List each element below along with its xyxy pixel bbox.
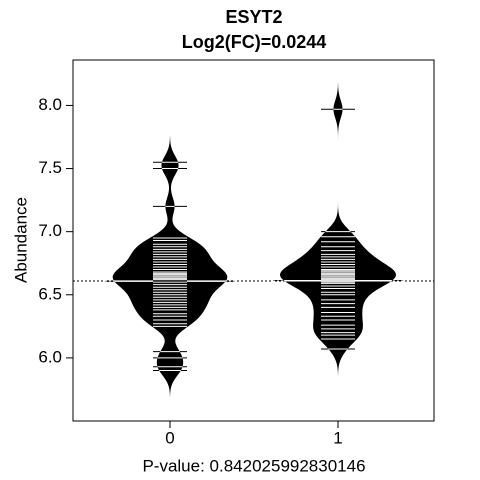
y-tick-label: 7.0 <box>38 221 62 240</box>
bean <box>112 135 228 398</box>
chart-subtitle: Log2(FC)=0.0244 <box>182 32 327 52</box>
x-axis-label: P-value: 0.842025992830146 <box>142 456 365 475</box>
x-tick-label: 0 <box>165 428 174 447</box>
y-tick-label: 6.0 <box>38 347 62 366</box>
x-tick-label: 1 <box>333 428 342 447</box>
y-tick-label: 6.5 <box>38 284 62 303</box>
bean <box>280 82 396 376</box>
plot-frame <box>72 59 435 422</box>
y-axis-label: Abundance <box>11 197 30 283</box>
y-tick-label: 7.5 <box>38 158 62 177</box>
chart-title: ESYT2 <box>225 7 282 27</box>
y-tick-label: 8.0 <box>38 95 62 114</box>
